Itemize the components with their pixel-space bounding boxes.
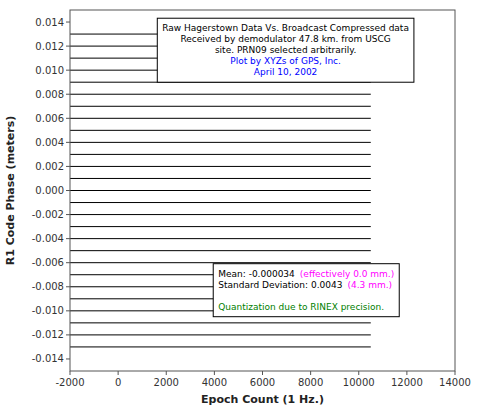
title: Raw Hagerstown Data Vs. Broadcast Compre…	[162, 23, 409, 33]
x-tick	[406, 371, 407, 375]
y-tick	[66, 262, 70, 263]
y-axis-label: R1 Code Phase (meters)	[4, 116, 17, 266]
credit-note: Plot by XYZs of GPS, Inc.	[230, 56, 341, 66]
x-tick-label: 2000	[154, 377, 179, 388]
x-tick	[214, 371, 215, 375]
y-tick	[66, 334, 70, 335]
stripe-line	[70, 94, 371, 95]
y-tick	[66, 94, 70, 95]
stripe-line	[70, 262, 371, 263]
y-tick-label: -0.014	[32, 353, 64, 364]
x-tick-label: 14000	[439, 377, 471, 388]
x-tick-label: 10000	[343, 377, 375, 388]
subtitle: Received by demodulator 47.8 km. from US…	[180, 34, 390, 44]
y-tick-label: 0.014	[35, 17, 64, 28]
stats-text: Mean: -0.000034	[218, 269, 295, 279]
chart: -2000 0 2000 4000 6000 8000 10000 12000 14000 -0.…	[0, 0, 479, 413]
x-tick-label: 12000	[391, 377, 423, 388]
x-tick	[166, 371, 167, 375]
y-tick	[66, 142, 70, 143]
stripe-line	[70, 226, 371, 227]
x-tick-label: -2000	[55, 377, 84, 388]
stats-line: Mean: -0.000034 (effectively 0.0 mm.)	[218, 269, 394, 279]
y-tick	[66, 286, 70, 287]
stripe-line	[70, 142, 371, 143]
stripe-line	[70, 154, 371, 155]
y-tick-label: 0.010	[35, 65, 64, 76]
x-tick	[455, 371, 456, 375]
title-box-frame	[157, 18, 414, 82]
y-tick-label: -0.012	[32, 329, 64, 340]
x-tick	[70, 371, 71, 375]
credit-note: April 10, 2002	[254, 67, 318, 77]
stripe-line	[70, 118, 371, 119]
y-tick-label: 0.004	[35, 137, 64, 148]
x-tick	[118, 371, 119, 375]
stats-box-frame	[213, 264, 399, 317]
subtitle: site. PRN09 selected arbitrarily.	[215, 45, 356, 55]
y-tick-label: -0.008	[32, 281, 64, 292]
stats-line: Quantization due to RINEX precision.	[218, 302, 384, 312]
stripe-line	[70, 214, 371, 215]
x-tick	[310, 371, 311, 375]
stripe-line	[70, 346, 371, 347]
y-tick	[66, 70, 70, 71]
stats-text: (4.3 mm.)	[347, 280, 392, 290]
y-tick-label: 0.000	[35, 185, 64, 196]
stripe-line	[70, 238, 371, 239]
x-axis-label: Epoch Count (1 Hz.)	[201, 393, 324, 406]
stats-text: Quantization due to RINEX precision.	[218, 302, 384, 312]
x-tick	[262, 371, 263, 375]
stripe-line	[70, 190, 371, 191]
y-tick	[66, 22, 70, 23]
y-tick	[66, 166, 70, 167]
stats-text: (effectively 0.0 mm.)	[300, 269, 394, 279]
stripe-line	[70, 106, 371, 107]
stripe-line	[70, 178, 371, 179]
x-tick-label: 6000	[250, 377, 275, 388]
y-tick-label: -0.004	[32, 233, 64, 244]
y-tick	[66, 238, 70, 239]
y-tick-label: -0.006	[32, 257, 64, 268]
stats-box: Mean: -0.000034 (effectively 0.0 mm.)Stan…	[213, 264, 399, 317]
x-tick	[358, 371, 359, 375]
y-tick	[66, 46, 70, 47]
x-tick-label: 8000	[298, 377, 323, 388]
y-tick	[66, 190, 70, 191]
x-tick-label: 0	[115, 377, 121, 388]
title-box: Raw Hagerstown Data Vs. Broadcast Compre…	[157, 18, 414, 82]
x-tick-label: 4000	[202, 377, 227, 388]
stripe-line	[70, 130, 371, 131]
plot-area	[70, 10, 455, 371]
plot-frame	[70, 10, 455, 371]
y-tick-label: -0.010	[32, 305, 64, 316]
stripe-line	[70, 322, 371, 323]
stripe-line	[70, 334, 371, 335]
stripe-line	[70, 202, 371, 203]
y-tick	[66, 310, 70, 311]
y-tick	[66, 214, 70, 215]
y-tick-label: 0.006	[35, 113, 64, 124]
stripe-line	[70, 166, 371, 167]
y-tick-label: 0.008	[35, 89, 64, 100]
y-tick	[66, 358, 70, 359]
y-tick-label: 0.002	[35, 161, 64, 172]
stripe-line	[70, 250, 371, 251]
y-tick-label: -0.002	[32, 209, 64, 220]
y-tick	[66, 118, 70, 119]
stats-line: Standard Deviation: 0.0043 (4.3 mm.)	[218, 280, 392, 290]
y-tick-label: 0.012	[35, 41, 64, 52]
stats-text: Standard Deviation: 0.0043	[218, 280, 342, 290]
